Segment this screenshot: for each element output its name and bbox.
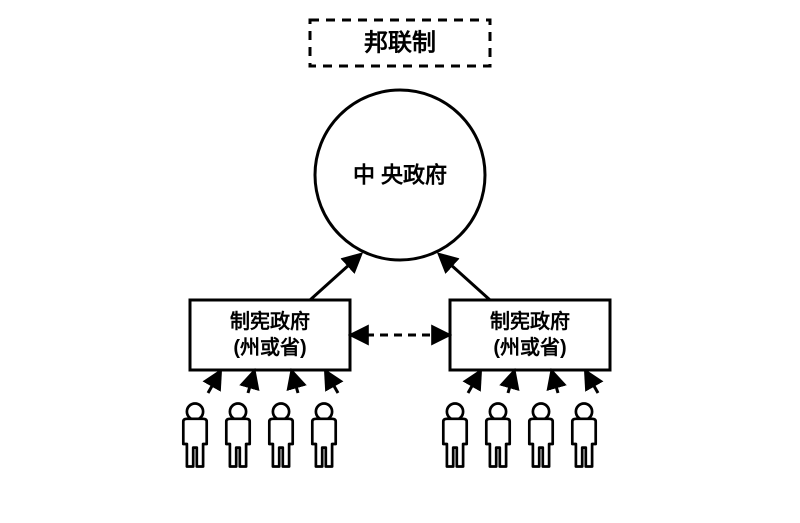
person-icon	[486, 404, 509, 467]
person-icon	[529, 404, 552, 467]
gov-box-right-line1: 制宪政府	[490, 309, 570, 333]
diagram-canvas: 邦联制 中 央政府 制宪政府 (州或省) 制宪政府 (州或省)	[0, 0, 800, 523]
title-label: 邦联制	[364, 30, 436, 57]
person-icon	[183, 404, 206, 467]
person-arrow	[586, 372, 598, 393]
gov-box-left-line1: 制宪政府	[230, 309, 310, 333]
people-arrows-left	[208, 372, 338, 393]
person-arrow	[552, 372, 558, 393]
gov-box-right-line2: (州或省)	[493, 335, 566, 359]
person-icon	[269, 404, 292, 467]
person-arrow	[326, 372, 338, 393]
person-arrow	[292, 372, 298, 393]
central-gov-label: 中 央政府	[353, 163, 447, 188]
people-group-left	[183, 404, 335, 467]
person-icon	[226, 404, 249, 467]
person-arrow	[248, 372, 254, 393]
edge	[310, 255, 360, 300]
gov-box-left-line2: (州或省)	[233, 335, 306, 359]
gov-box-right: 制宪政府 (州或省)	[450, 300, 610, 370]
person-icon	[572, 404, 595, 467]
person-arrow	[208, 372, 220, 393]
people-group-right	[443, 404, 595, 467]
person-icon	[443, 404, 466, 467]
person-arrow	[468, 372, 480, 393]
people-arrows-right	[468, 372, 598, 393]
person-arrow	[508, 372, 514, 393]
gov-box-left: 制宪政府 (州或省)	[190, 300, 350, 370]
person-icon	[312, 404, 335, 467]
edge	[440, 255, 490, 300]
